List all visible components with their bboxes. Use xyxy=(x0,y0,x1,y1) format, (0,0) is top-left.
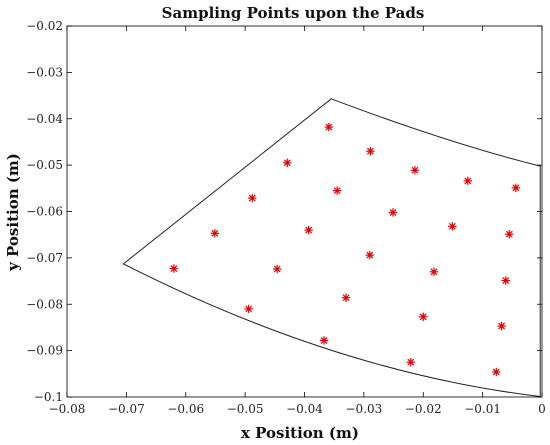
sampling-point xyxy=(410,166,420,175)
sampling-point xyxy=(324,122,334,132)
sampling-point xyxy=(429,267,439,276)
sampling-point xyxy=(511,183,521,193)
sampling-point xyxy=(341,293,351,302)
x-tick-label: 0 xyxy=(538,402,546,416)
y-tick-label: −0.03 xyxy=(26,65,63,79)
sampling-point xyxy=(365,250,375,260)
x-tick-label: −0.05 xyxy=(227,402,264,416)
sampling-point xyxy=(304,225,313,235)
chart-title: Sampling Points upon the Pads xyxy=(162,4,425,22)
sampling-point xyxy=(492,367,501,377)
x-axis: −0.08 −0.07 −0.06 −0.05 −0.04 −0.03 −0.02 −0.01… xyxy=(49,26,546,416)
x-tick-label: −0.08 xyxy=(49,402,86,416)
sampling-point xyxy=(244,304,253,314)
sampling-point xyxy=(505,230,514,239)
sampling-point xyxy=(497,321,506,331)
y-axis-label: y Position (m) xyxy=(4,153,22,272)
sampling-point xyxy=(169,264,179,273)
sampling-point xyxy=(332,186,342,195)
sampling-point xyxy=(210,229,220,238)
y-tick-label: −0.09 xyxy=(26,344,63,358)
sampling-point xyxy=(366,147,375,156)
x-tick-label: −0.07 xyxy=(108,402,145,416)
sampling-point xyxy=(319,336,329,345)
y-tick-label: −0.07 xyxy=(26,251,63,265)
sampling-point xyxy=(419,312,428,321)
x-tick-label: −0.03 xyxy=(345,402,382,416)
sampling-point xyxy=(388,208,398,217)
y-tick-label: −0.05 xyxy=(26,158,63,172)
y-tick-label: −0.08 xyxy=(26,297,63,311)
sampling-point xyxy=(248,193,257,203)
y-tick-label: −0.06 xyxy=(26,205,63,219)
sampling-point xyxy=(463,176,472,186)
y-tick-label: −0.04 xyxy=(26,112,63,126)
pad-outline xyxy=(122,98,541,398)
sampling-point xyxy=(283,158,292,168)
y-tick-label: −0.02 xyxy=(26,19,63,33)
sampling-point xyxy=(448,222,457,231)
sampling-point xyxy=(501,276,510,285)
sampling-point xyxy=(272,264,282,274)
x-tick-label: −0.01 xyxy=(464,402,501,416)
x-axis-label: x Position (m) xyxy=(241,424,359,442)
x-tick-label: −0.04 xyxy=(286,402,323,416)
y-tick-label: −0.1 xyxy=(34,390,63,404)
sampling-points xyxy=(169,122,521,377)
sampling-point xyxy=(406,358,415,367)
x-tick-label: −0.06 xyxy=(167,402,204,416)
x-tick-label: −0.02 xyxy=(405,402,442,416)
y-axis: −0.1 −0.09 −0.08 −0.07 −0.06 −0.05 −0.04 −0.03 −… xyxy=(26,19,542,404)
